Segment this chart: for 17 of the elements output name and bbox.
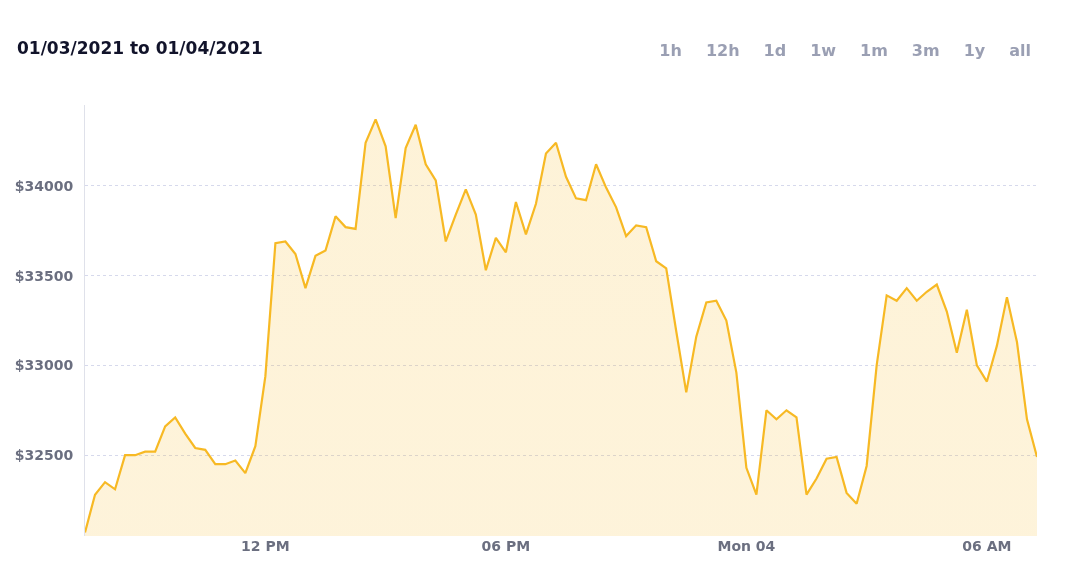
text: 12h [704, 40, 741, 62]
text: all [1008, 40, 1032, 62]
text: 1m [859, 40, 889, 62]
text: 1h [658, 40, 683, 62]
x-tick-label: 12 PM [241, 538, 290, 554]
y-tick-label: $32500 [14, 447, 74, 464]
y-tick-label: $34000 [14, 177, 74, 194]
x-tick-label: 06 AM [962, 538, 1012, 554]
text: 3m [910, 40, 941, 62]
x-tick-label: Mon 04 [717, 538, 776, 554]
text: 1d [762, 40, 788, 62]
x-tick-label: 06 PM [481, 538, 531, 554]
text: 1w [809, 40, 838, 62]
y-tick-label: $33000 [14, 357, 74, 374]
y-tick-label: $33500 [14, 267, 74, 284]
chart-title: 01/03/2021 to 01/04/2021 [17, 38, 263, 58]
text: 1y [962, 40, 987, 62]
